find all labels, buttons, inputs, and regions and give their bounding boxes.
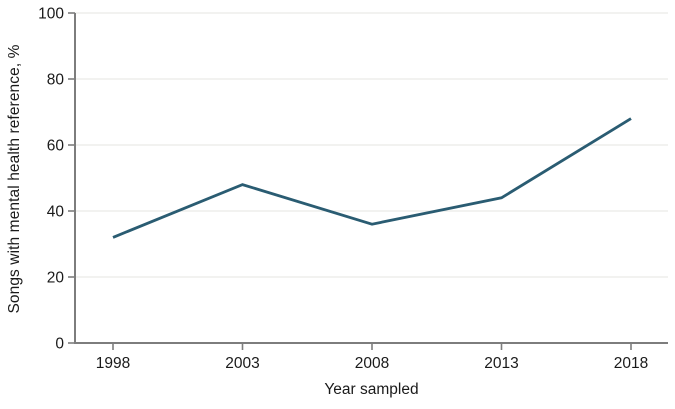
x-axis-title: Year sampled — [324, 381, 419, 398]
x-tick-label-2008: 2008 — [355, 355, 389, 372]
y-tick-label-80: 80 — [47, 72, 65, 89]
x-tick-label-2013: 2013 — [484, 355, 518, 372]
x-tick-label-1998: 1998 — [96, 355, 130, 372]
y-tick-label-100: 100 — [38, 6, 64, 23]
y-tick-label-0: 0 — [55, 336, 64, 353]
y-tick-label-40: 40 — [47, 204, 65, 221]
data-line-songs-with-mental-health-reference — [112, 117, 632, 239]
x-tick-label-2003: 2003 — [225, 355, 259, 372]
y-tick-label-20: 20 — [47, 270, 65, 287]
y-axis-title: Songs with mental health reference, % — [6, 44, 23, 314]
x-tick-label-2018: 2018 — [614, 355, 648, 372]
y-tick-label-60: 60 — [47, 138, 65, 155]
